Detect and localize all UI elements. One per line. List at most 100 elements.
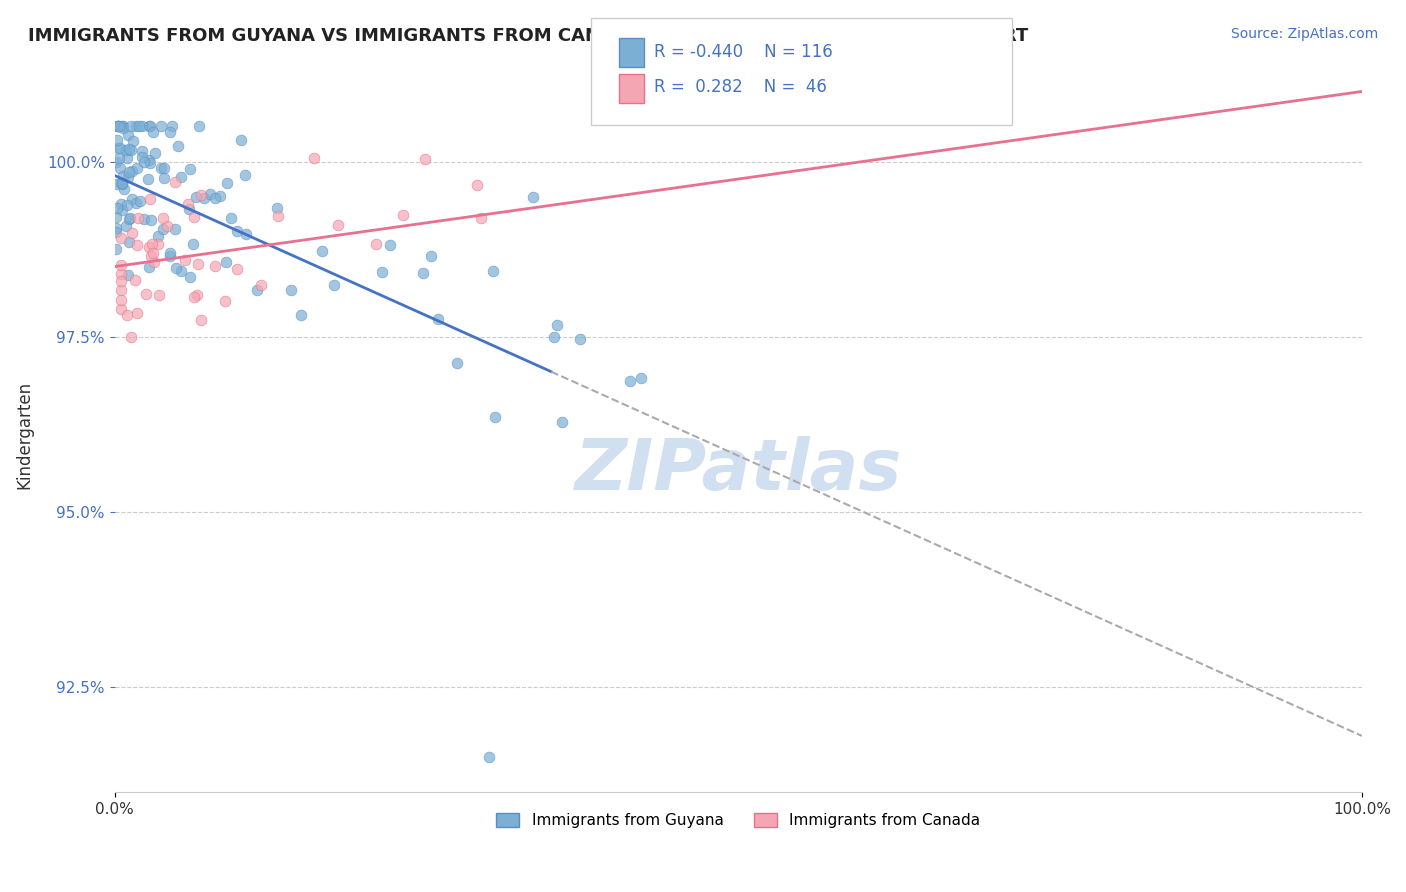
Point [121,163,143,178]
Point [165,260,187,275]
Point [159,125,181,139]
Point [619,374,641,388]
Point [470,211,492,226]
Point [250,278,273,293]
Point [159,249,181,263]
Point [311,244,333,259]
Point [148,288,170,302]
Point [326,218,349,232]
Point [630,371,652,385]
Point [108,120,131,134]
Point [108,151,131,165]
Point [117,165,139,179]
Point [131,120,153,134]
Point [235,227,257,241]
Point [173,253,195,268]
Point [413,152,436,166]
Point [110,120,132,134]
Point [419,248,441,262]
Point [105,120,128,134]
Point [543,330,565,344]
Point [217,177,239,191]
Point [118,142,141,156]
Point [111,120,134,134]
Point [104,242,127,256]
Point [179,161,201,176]
Point [118,235,141,249]
Point [380,238,402,252]
Point [186,257,208,271]
Point [322,278,344,293]
Point [465,178,488,192]
Point [152,161,174,175]
Point [141,237,163,252]
Point [229,132,252,146]
Point [110,196,132,211]
Point [104,210,127,224]
Point [105,220,128,235]
Text: ZIPatlas: ZIPatlas [575,436,903,505]
Point [105,178,128,192]
Point [181,237,204,252]
Point [165,221,187,235]
Point [111,176,134,190]
Point [169,170,191,185]
Point [522,190,544,204]
Point [186,287,208,301]
Point [138,153,160,168]
Point [152,211,174,225]
Point [122,134,145,148]
Point [110,293,132,307]
Point [267,209,290,223]
Point [110,176,132,190]
Text: R = -0.440    N = 116: R = -0.440 N = 116 [654,43,832,61]
Point [152,222,174,236]
Point [193,191,215,205]
Point [117,212,139,227]
Point [128,120,150,134]
Point [114,219,136,233]
Point [117,169,139,184]
Point [166,138,188,153]
Y-axis label: Kindergarten: Kindergarten [15,381,32,489]
Point [183,210,205,224]
Point [141,249,163,263]
Point [138,260,160,274]
Point [120,329,142,343]
Point [364,236,387,251]
Point [138,120,160,134]
Point [153,171,176,186]
Point [371,265,394,279]
Point [112,182,135,196]
Point [115,198,138,212]
Point [233,168,256,182]
Point [125,238,148,252]
Text: R =  0.282    N =  46: R = 0.282 N = 46 [654,78,827,96]
Point [208,189,231,203]
Point [139,192,162,206]
Point [110,231,132,245]
Point [129,194,152,209]
Point [117,268,139,282]
Text: Source: ZipAtlas.com: Source: ZipAtlas.com [1230,27,1378,41]
Point [143,146,166,161]
Point [120,120,142,134]
Point [111,121,134,136]
Point [134,211,156,226]
Point [131,150,153,164]
Point [280,283,302,297]
Point [131,145,153,159]
Point [186,190,208,204]
Point [111,177,134,191]
Point [110,274,132,288]
Point [177,202,200,216]
Point [115,308,138,322]
Point [139,156,162,170]
Point [412,266,434,280]
Point [163,175,186,189]
Point [141,213,163,227]
Point [149,120,172,134]
Point [136,171,159,186]
Point [127,161,149,176]
Point [266,201,288,215]
